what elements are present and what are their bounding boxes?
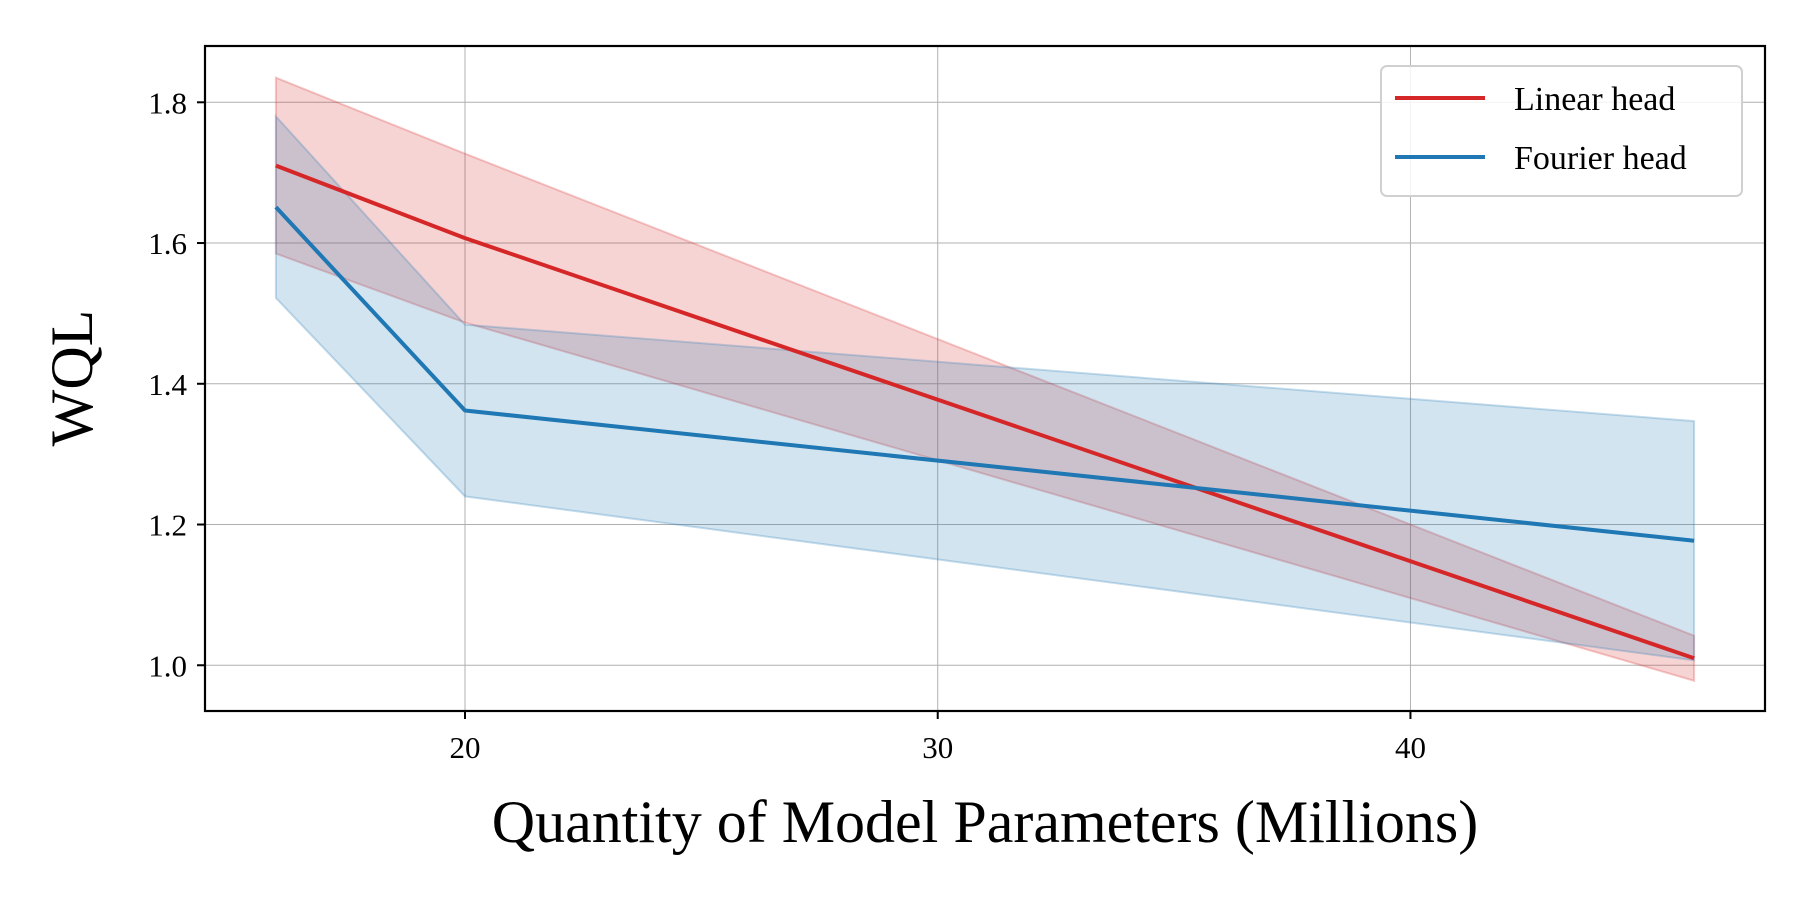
y-tick-label: 1.2	[148, 508, 187, 543]
fourier-head-line	[274, 205, 1695, 543]
legend-label-fourier-head: Fourier head	[1514, 140, 1687, 177]
x-tick-label: 30	[922, 730, 953, 765]
y-axis-label: WQL	[39, 310, 105, 447]
series-lines	[274, 163, 1695, 661]
legend-label-linear-head: Linear head	[1514, 81, 1675, 118]
x-tick-label: 40	[1395, 730, 1426, 765]
axis-ticks: 20 30 40 1.0 1.2 1.4 1.6 1.8	[148, 85, 1426, 765]
plot-frame	[203, 44, 1767, 713]
x-tick-label: 20	[450, 730, 481, 765]
linear-head-band	[274, 76, 1696, 683]
x-axis-label: Quantity of Model Parameters (Millions)	[492, 789, 1478, 855]
y-tick-label: 1.6	[148, 226, 187, 261]
confidence-bands	[274, 76, 1696, 683]
y-tick-label: 1.8	[148, 85, 187, 120]
y-tick-label: 1.0	[148, 648, 187, 683]
linear-head-line	[275, 163, 1695, 661]
legend: Linear head Fourier head	[1380, 65, 1743, 197]
fourier-head-band	[274, 113, 1696, 662]
y-tick-label: 1.4	[148, 367, 187, 402]
